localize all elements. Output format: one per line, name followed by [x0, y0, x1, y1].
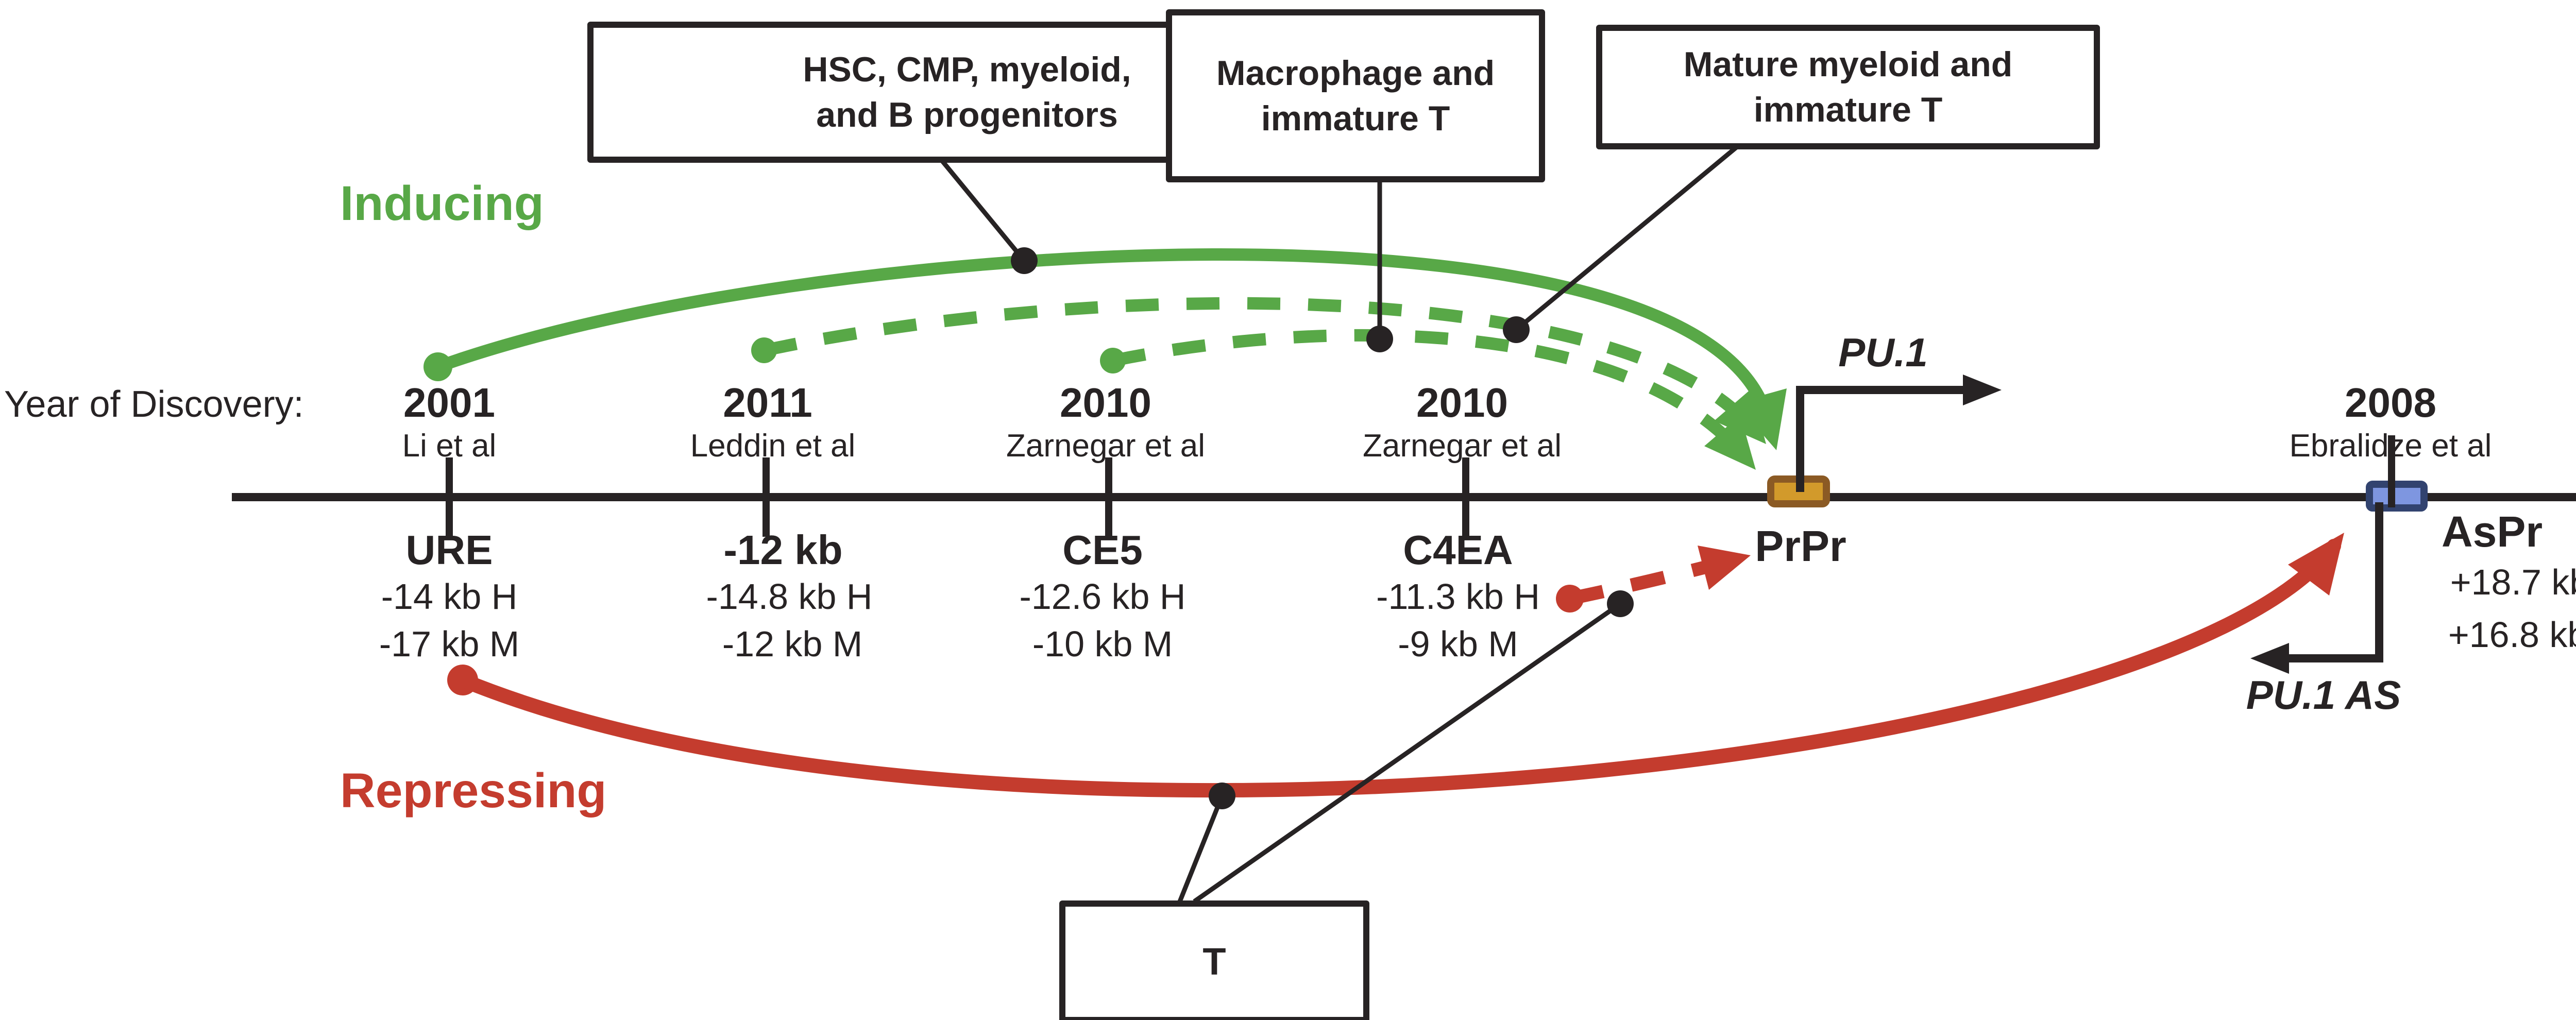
event-element-minus12kb: -12 kb — [723, 527, 843, 573]
leader-line-t-to-c4ea — [1193, 602, 1622, 904]
annotation-mature-myeloid-line1: Mature myeloid and — [1683, 45, 2013, 84]
repressing-arc-ure-arrowhead-icon — [2288, 533, 2344, 596]
repressing-arc-ure — [455, 539, 2341, 798]
anchor-dot-mature-myeloid — [1503, 316, 1530, 343]
event-authors-minus12kb: Leddin et al — [690, 428, 856, 464]
event-element-aspr: AsPr — [2441, 507, 2543, 556]
repressing-label: Repressing — [340, 763, 607, 818]
anchor-dot-progenitors — [1011, 247, 1038, 274]
event-year-ure: 2001 — [403, 380, 495, 426]
event-human-coord-aspr: +18.7 kb H — [2450, 562, 2576, 602]
event-year-minus12kb: 2011 — [723, 380, 812, 426]
inducing-label: Inducing — [340, 176, 544, 231]
event-authors-c4ea: Zarnegar et al — [1363, 428, 1562, 464]
leader-line-progenitors — [931, 149, 1026, 262]
annotation-mature-myeloid-line2: immature T — [1753, 90, 1943, 129]
event-human-coord-ce5: -12.6 kb H — [1019, 576, 1186, 617]
event-mouse-coord-minus12kb: -12 kb M — [722, 624, 863, 664]
pu1-label: PU.1 — [1838, 330, 1928, 375]
event-human-coord-c4ea: -11.3 kb H — [1376, 576, 1540, 617]
annotation-macrophage-line2: immature T — [1261, 99, 1450, 138]
leader-line-t-to-red-arc — [1177, 795, 1225, 903]
repressing-arc-c4ea — [1568, 556, 1725, 605]
event-human-coord-minus12kb: -14.8 kb H — [706, 576, 873, 617]
event-element-ure: URE — [405, 527, 493, 573]
pu1-as-label: PU.1 AS — [2246, 672, 2401, 718]
event-authors-ce5: Zarnegar et al — [1006, 428, 1205, 464]
event-authors-aspr: Ebralidze et al — [2289, 428, 2492, 464]
event-year-aspr: 2008 — [2345, 380, 2436, 426]
prpr-label: PrPr — [1755, 522, 1846, 570]
anchor-dot-macrophage — [1366, 326, 1393, 352]
annotation-progenitors-line2: and B progenitors — [816, 95, 1118, 134]
event-element-c4ea: C4EA — [1403, 527, 1513, 573]
event-year-ce5: 2010 — [1060, 380, 1151, 426]
pu1-as-transcription-arrowhead-icon — [2250, 643, 2289, 674]
anchor-dot-t-red-arc — [1209, 783, 1235, 809]
inducing-arc-ce5 — [1111, 329, 1749, 460]
pu1-transcription-arrow — [1796, 386, 1973, 492]
inducing-arc-ce5-arrowhead-icon — [1704, 415, 1756, 470]
annotation-box-macrophage: Macrophage and immature T — [1166, 9, 1545, 182]
event-mouse-coord-ce5: -10 kb M — [1032, 624, 1173, 664]
annotation-progenitors-line1: HSC, CMP, myeloid, — [803, 50, 1131, 89]
pu1-as-transcription-arrow — [2277, 502, 2383, 662]
repressing-arc-c4ea-arrowhead-icon — [1698, 546, 1751, 590]
anchor-dot-t-c4ea — [1607, 590, 1634, 617]
event-mouse-coord-ure: -17 kb M — [379, 624, 520, 664]
pu1-transcription-arrowhead-icon — [1963, 375, 2002, 405]
annotation-macrophage-line1: Macrophage and — [1216, 54, 1495, 93]
event-element-ce5: CE5 — [1062, 527, 1143, 573]
event-human-coord-ure: -14 kb H — [381, 576, 518, 617]
annotation-box-mature-myeloid: Mature myeloid and immature T — [1596, 25, 2100, 149]
year-of-discovery-label: Year of Discovery: — [4, 384, 304, 425]
annotation-box-t-cells: T — [1059, 900, 1369, 1020]
leader-line-mature-myeloid — [1515, 136, 1749, 332]
inducing-arc-ure — [432, 248, 1773, 423]
event-year-c4ea: 2010 — [1416, 380, 1508, 426]
aspr-promoter-box — [2366, 481, 2428, 512]
event-authors-ure: Li et al — [402, 428, 497, 464]
annotation-t-cells-label: T — [1202, 940, 1226, 983]
event-mouse-coord-c4ea: -9 kb M — [1398, 624, 1518, 664]
inducing-arc-minus12kb — [762, 297, 1757, 432]
event-mouse-coord-aspr: +16.8 kb M — [2448, 615, 2576, 655]
